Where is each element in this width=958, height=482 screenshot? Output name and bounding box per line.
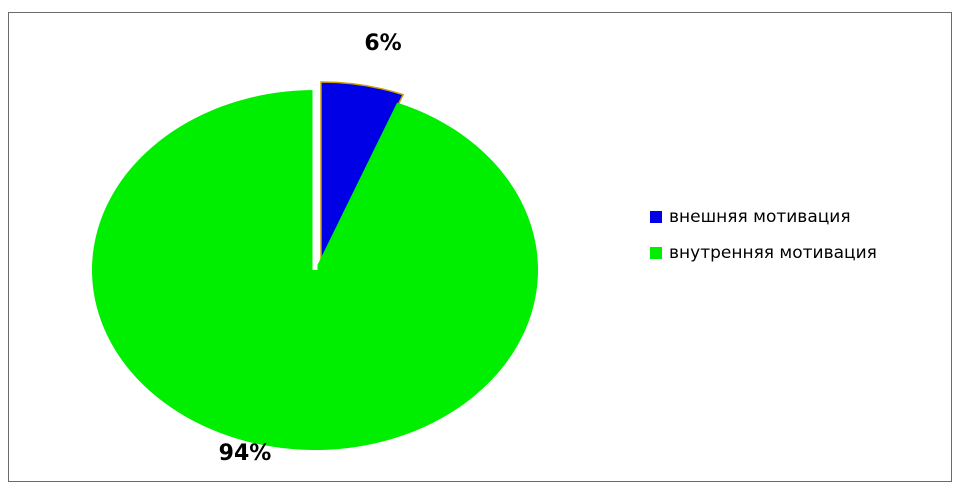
pie-chart: 6% 94% — [91, 31, 538, 466]
legend-item-external-motivation: внешняя мотивация — [650, 205, 877, 229]
data-label-internal: 94% — [219, 441, 272, 466]
pie-data-labels: 6% 94% — [219, 31, 402, 466]
legend-swatch-external — [650, 211, 662, 223]
legend-item-internal-motivation: внутренняя мотивация — [650, 241, 877, 265]
legend-label-internal: внутренняя мотивация — [669, 243, 877, 263]
legend: внешняя мотивация внутренняя мотивация — [650, 205, 877, 277]
legend-label-external: внешняя мотивация — [669, 207, 851, 227]
data-label-external: 6% — [364, 31, 401, 56]
legend-swatch-internal — [650, 247, 662, 259]
pie-slices — [91, 81, 538, 450]
